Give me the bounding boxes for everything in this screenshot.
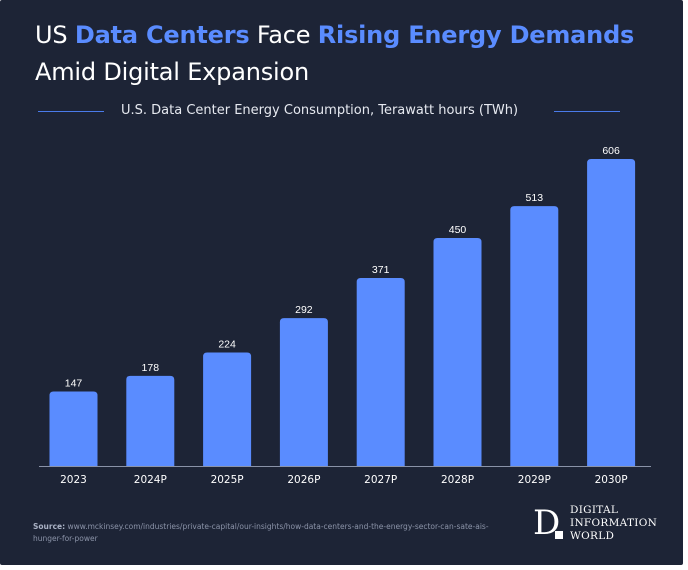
data-label: 147: [65, 378, 83, 390]
title-highlight: Rising Energy Demands: [317, 21, 635, 49]
title-part: Amid Digital Expansion: [35, 58, 309, 86]
chart-subtitle-row: U.S. Data Center Energy Consumption, Ter…: [38, 101, 620, 123]
data-label: 292: [295, 304, 313, 316]
bar: [510, 206, 559, 466]
data-label: 606: [602, 145, 620, 157]
source-note: Source: www.mckinsey.com/industries/priv…: [33, 521, 503, 545]
source-url: www.mckinsey.com/industries/private-capi…: [33, 522, 489, 543]
logo-square-icon: [555, 531, 563, 539]
source-label: Source:: [33, 522, 66, 531]
chart-subtitle: U.S. Data Center Energy Consumption, Ter…: [121, 103, 519, 118]
logo-wordmark: DIGITAL INFORMATION WORLD: [570, 504, 657, 543]
title-part: Face: [249, 21, 318, 49]
bar: [126, 375, 175, 466]
x-tick-label: 2024P: [134, 474, 167, 486]
data-label: 371: [372, 264, 390, 276]
logo-line: DIGITAL: [570, 504, 619, 516]
title-highlight: Data Centers: [74, 21, 250, 49]
x-tick-label: 2025P: [211, 474, 244, 486]
x-tick-label: 2029P: [518, 474, 551, 486]
bar: [203, 352, 252, 466]
logo-line: WORLD: [570, 530, 615, 542]
bar: [279, 318, 328, 466]
bar: [49, 391, 98, 466]
x-tick-label: 2023: [60, 474, 87, 486]
page-title: US Data Centers Face Rising Energy Deman…: [35, 17, 675, 91]
subtitle-rule-right: [554, 111, 620, 112]
bar: [433, 238, 482, 466]
data-label: 513: [526, 192, 544, 204]
x-tick-label: 2027P: [364, 474, 397, 486]
x-tick-label: 2026P: [287, 474, 320, 486]
data-label: 224: [218, 339, 236, 351]
x-tick-label: 2030P: [595, 474, 628, 486]
data-label: 178: [142, 362, 160, 374]
logo-line: INFORMATION: [570, 517, 658, 529]
data-label: 450: [449, 224, 467, 236]
title-part: US: [35, 21, 75, 49]
bar-chart: 147 2023 178 2024P 224 2025P 292 2026P 371 2027P 4…: [39, 145, 651, 486]
x-tick-label: 2028P: [441, 474, 474, 486]
bar: [356, 278, 405, 466]
brand-logo: D DIGITAL INFORMATION WORLD: [533, 503, 663, 547]
bar: [587, 159, 636, 466]
subtitle-rule-left: [38, 111, 104, 112]
